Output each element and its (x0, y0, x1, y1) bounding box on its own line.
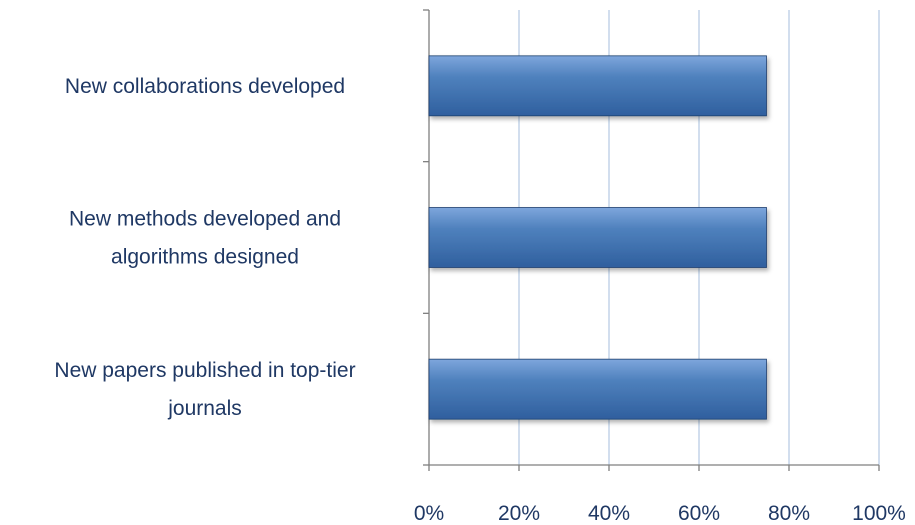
x-tick-label: 80% (768, 502, 810, 525)
category-label-line: New methods developed and (69, 208, 341, 231)
x-tick-label: 60% (678, 502, 720, 525)
x-tick-label: 40% (588, 502, 630, 525)
category-label-3: New papers published in top-tier journals (54, 359, 355, 420)
bars (428, 55, 767, 420)
category-labels: New collaborations developed New methods … (54, 75, 355, 420)
x-tick-label: 20% (498, 502, 540, 525)
bar-1 (428, 55, 767, 117)
category-label-line: journals (167, 397, 242, 420)
x-tick-label: 100% (852, 502, 906, 525)
bar-3 (428, 358, 767, 420)
category-label-line: New papers published in top-tier (54, 359, 355, 382)
category-label-1: New collaborations developed (65, 75, 345, 98)
category-label-line: New collaborations developed (65, 75, 345, 98)
category-label-line: algorithms designed (111, 246, 299, 269)
x-tick-labels: 0% 20% 40% 60% 80% 100% (414, 502, 906, 525)
category-label-2: New methods developed and algorithms desi… (69, 208, 341, 269)
bar-2 (428, 207, 767, 268)
x-tick-label: 0% (414, 502, 444, 525)
